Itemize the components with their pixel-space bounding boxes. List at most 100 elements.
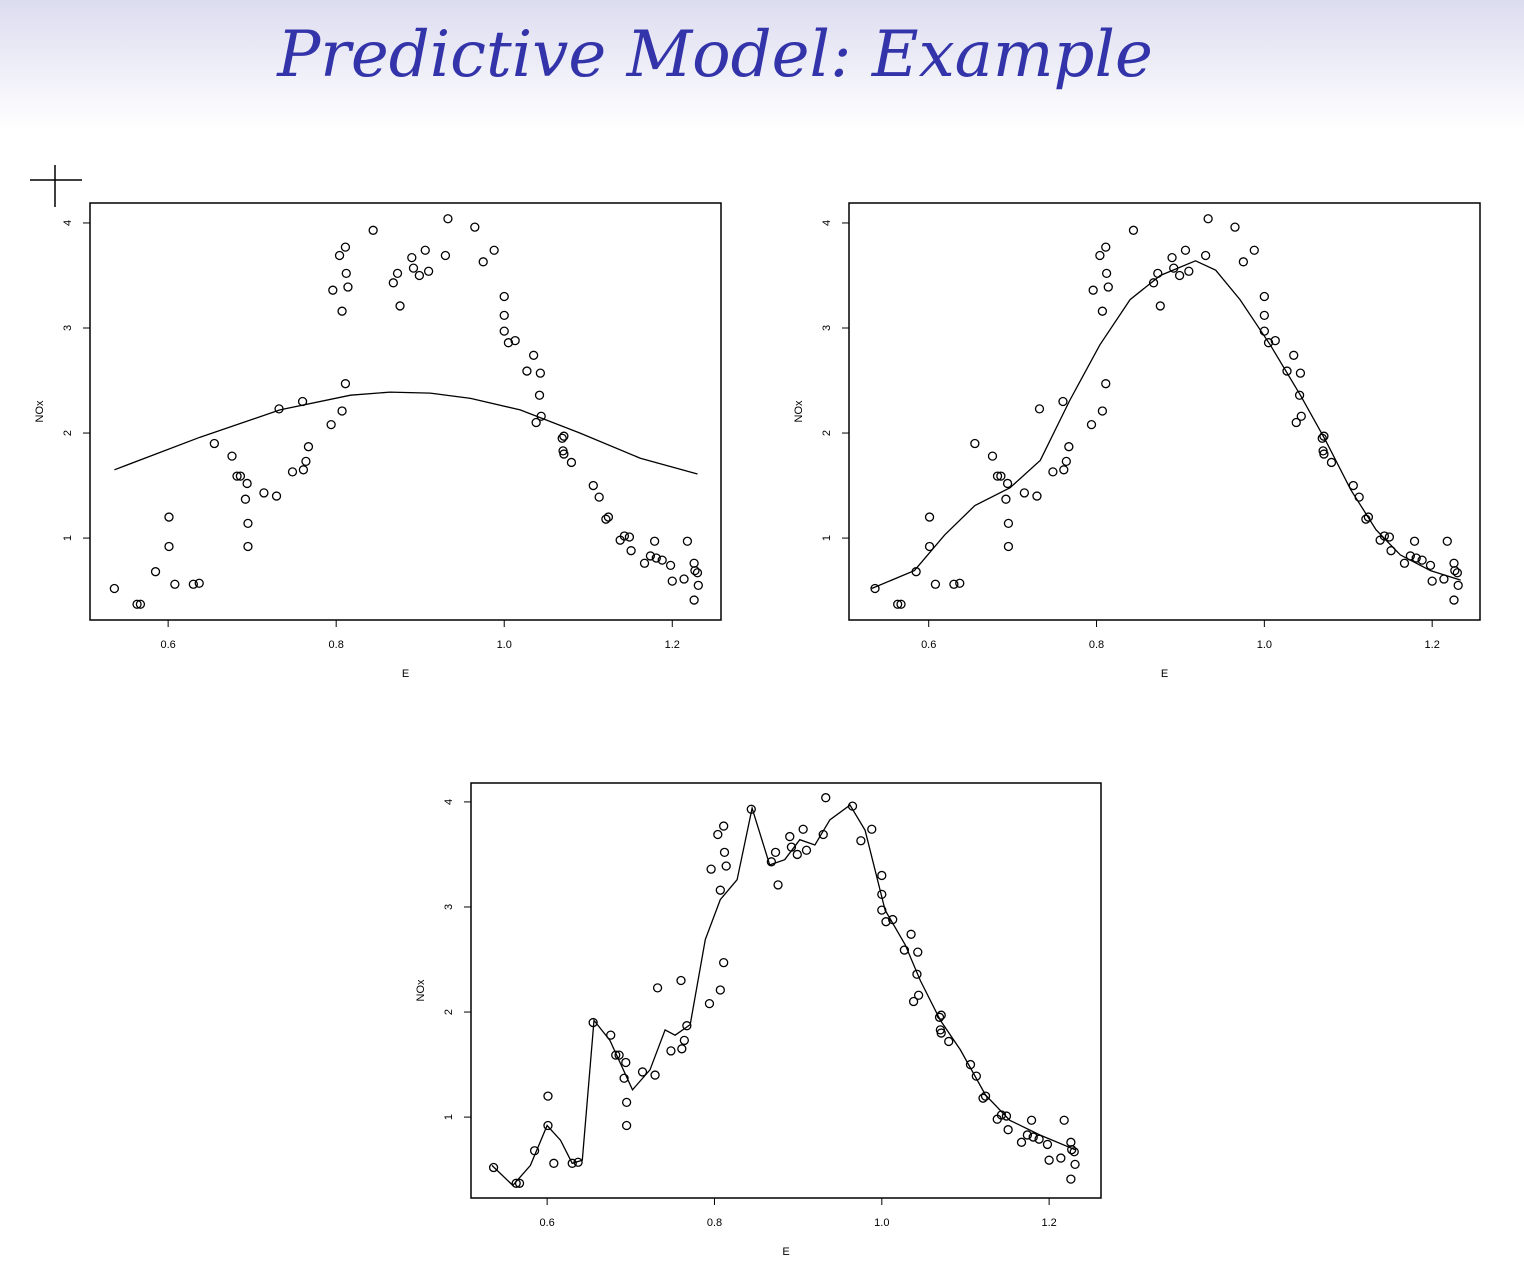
point <box>1153 268 1163 279</box>
title-band <box>0 0 1524 130</box>
y-tick-label: 4 <box>443 799 455 805</box>
point <box>1319 449 1329 459</box>
point <box>566 457 577 468</box>
point <box>423 266 434 276</box>
point <box>798 824 808 834</box>
point <box>1070 1159 1080 1170</box>
point <box>936 1028 946 1038</box>
point <box>924 512 935 522</box>
point <box>792 849 802 860</box>
fit-line <box>114 391 698 475</box>
point <box>679 1035 689 1046</box>
point <box>188 579 198 589</box>
point <box>1042 1139 1053 1150</box>
point <box>164 541 174 552</box>
point <box>1289 350 1299 360</box>
point <box>287 467 298 477</box>
point <box>567 1158 577 1168</box>
point <box>637 1067 648 1077</box>
point <box>611 1050 621 1060</box>
y-tick-label: 1 <box>62 535 74 541</box>
y-tick-label: 4 <box>62 220 74 226</box>
point <box>621 1097 632 1108</box>
point <box>692 568 703 578</box>
point <box>1019 488 1030 498</box>
point <box>1427 576 1437 586</box>
point <box>1026 1115 1037 1125</box>
point <box>443 214 453 224</box>
point <box>1003 541 1014 552</box>
point <box>601 514 611 524</box>
point <box>414 270 425 281</box>
point <box>1016 1137 1027 1147</box>
x-axis-label: E <box>402 668 409 680</box>
point <box>1097 406 1108 416</box>
point <box>1282 366 1292 376</box>
point <box>1263 338 1274 348</box>
point <box>970 438 980 449</box>
point <box>1363 512 1374 522</box>
point <box>682 1021 692 1031</box>
point <box>1354 492 1364 502</box>
point <box>645 551 656 561</box>
point <box>657 555 667 565</box>
point <box>651 553 661 563</box>
point <box>1184 266 1194 276</box>
point <box>719 821 729 831</box>
y-tick-label: 2 <box>443 1009 455 1015</box>
point <box>978 1093 988 1103</box>
point <box>170 579 180 589</box>
y-tick-label: 1 <box>821 535 833 541</box>
point <box>992 471 1003 481</box>
point <box>639 558 650 568</box>
point <box>1003 1125 1013 1135</box>
y-tick-label: 4 <box>821 220 833 226</box>
point <box>881 917 891 927</box>
x-axis-label: E <box>782 1246 789 1258</box>
plot-frame <box>470 782 1102 1199</box>
y-tick-label: 2 <box>62 430 74 436</box>
point <box>1379 531 1389 541</box>
point <box>194 578 204 588</box>
point <box>328 285 338 295</box>
point <box>1409 536 1420 546</box>
point <box>1095 250 1105 261</box>
point <box>870 583 880 594</box>
point <box>682 536 693 546</box>
point <box>689 595 699 605</box>
point <box>408 263 419 273</box>
point <box>1097 306 1108 316</box>
point <box>1066 1174 1076 1184</box>
point <box>510 335 520 346</box>
point <box>785 831 795 842</box>
point <box>896 599 906 609</box>
point <box>557 433 567 443</box>
point <box>704 998 715 1009</box>
point <box>303 442 314 452</box>
point <box>559 431 569 441</box>
point <box>1167 252 1177 263</box>
point <box>1101 268 1112 279</box>
point <box>109 583 120 594</box>
point <box>677 1044 687 1054</box>
point <box>1295 368 1306 378</box>
point <box>337 306 347 316</box>
point <box>624 532 635 542</box>
point <box>1452 568 1462 578</box>
point <box>1003 518 1014 529</box>
point <box>395 301 405 311</box>
point <box>1450 565 1460 576</box>
point <box>535 368 546 378</box>
point <box>715 985 725 995</box>
point <box>514 1178 525 1188</box>
point <box>534 390 545 400</box>
point <box>944 1036 954 1047</box>
point <box>606 1030 616 1040</box>
point <box>243 518 253 529</box>
point <box>1453 580 1463 590</box>
point <box>1022 1130 1033 1140</box>
point <box>440 250 451 261</box>
y-axis-label: NOx <box>34 400 46 423</box>
point <box>1032 491 1042 501</box>
point <box>301 456 311 467</box>
